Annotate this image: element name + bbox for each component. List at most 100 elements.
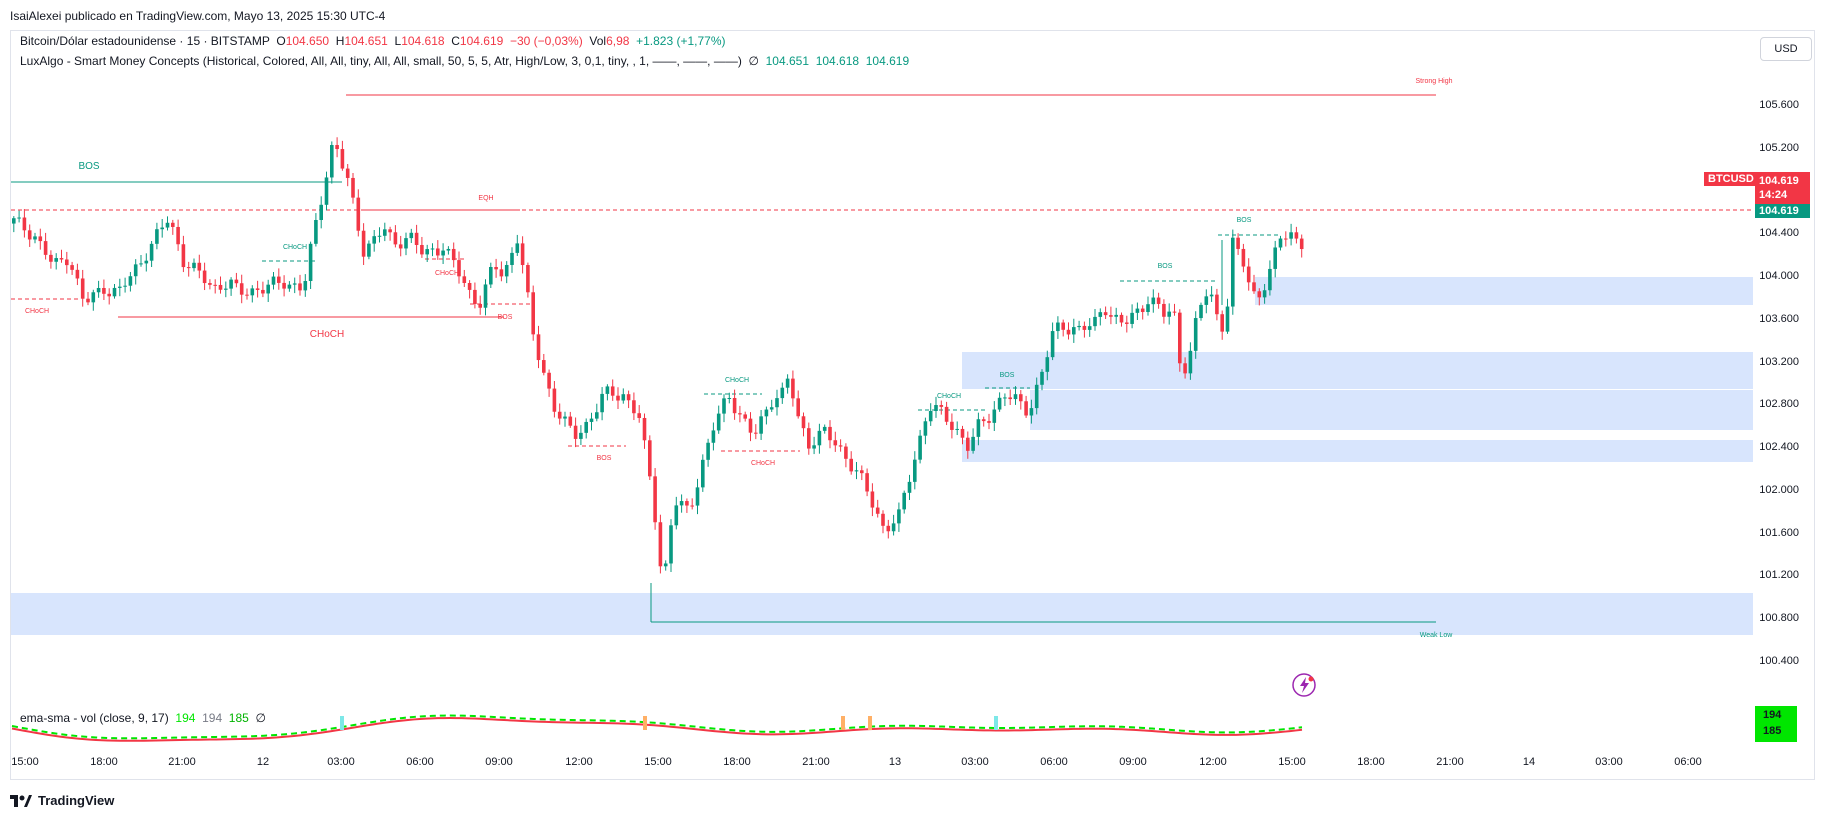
candle[interactable] — [436, 240, 440, 260]
candle[interactable] — [987, 413, 991, 430]
candle[interactable] — [881, 510, 885, 534]
candle[interactable] — [451, 242, 456, 268]
candle[interactable] — [637, 405, 641, 423]
candle[interactable] — [1183, 357, 1187, 379]
candle[interactable] — [1130, 304, 1134, 329]
candle[interactable] — [255, 280, 260, 298]
candle[interactable] — [467, 280, 472, 299]
candle[interactable] — [579, 425, 583, 446]
candle[interactable] — [860, 465, 864, 481]
candle[interactable] — [891, 514, 896, 536]
candle[interactable] — [621, 388, 626, 404]
candle[interactable] — [833, 431, 838, 452]
candle[interactable] — [1215, 288, 1219, 321]
candle[interactable] — [775, 389, 779, 416]
candle[interactable] — [446, 246, 451, 255]
candle[interactable] — [1024, 395, 1028, 418]
candle[interactable] — [1209, 286, 1214, 302]
candle[interactable] — [1268, 260, 1272, 296]
candle[interactable] — [22, 209, 27, 238]
candle[interactable] — [1061, 319, 1065, 337]
candle[interactable] — [1284, 231, 1288, 247]
candle[interactable] — [303, 274, 308, 297]
candle[interactable] — [229, 277, 233, 296]
candle[interactable] — [271, 271, 276, 290]
candle[interactable] — [12, 216, 16, 233]
candle[interactable] — [568, 411, 573, 428]
candle[interactable] — [250, 285, 255, 303]
sub-hidden-icon[interactable]: ∅ — [255, 711, 266, 725]
candle[interactable] — [1114, 307, 1118, 325]
candle[interactable] — [1225, 298, 1230, 334]
candle[interactable] — [1109, 306, 1113, 325]
candle[interactable] — [844, 443, 848, 468]
lightning-icon[interactable] — [1292, 673, 1316, 697]
candle[interactable] — [679, 494, 684, 513]
candle[interactable] — [817, 423, 822, 454]
candle[interactable] — [711, 422, 716, 451]
candle[interactable] — [589, 412, 594, 431]
candle[interactable] — [526, 262, 530, 298]
candle[interactable] — [181, 235, 186, 273]
candle[interactable] — [648, 435, 652, 480]
candle[interactable] — [791, 370, 795, 407]
candle[interactable] — [663, 560, 668, 571]
candle[interactable] — [1066, 322, 1071, 340]
candle[interactable] — [1077, 320, 1081, 331]
candle[interactable] — [144, 253, 149, 272]
candle[interactable] — [65, 251, 69, 274]
candle[interactable] — [669, 519, 673, 573]
candle[interactable] — [404, 232, 408, 256]
candle[interactable] — [430, 243, 435, 257]
candle[interactable] — [361, 223, 366, 266]
candle[interactable] — [653, 468, 657, 530]
candle[interactable] — [934, 396, 938, 418]
candle[interactable] — [441, 243, 445, 265]
candle[interactable] — [1003, 393, 1007, 407]
candle[interactable] — [913, 451, 917, 490]
candle[interactable] — [584, 418, 588, 439]
candle[interactable] — [854, 462, 859, 480]
candle[interactable] — [282, 275, 286, 297]
candle[interactable] — [605, 384, 610, 401]
candle[interactable] — [1008, 389, 1012, 405]
candle[interactable] — [738, 405, 742, 423]
candle[interactable] — [1140, 305, 1145, 320]
candle[interactable] — [292, 277, 297, 294]
candle[interactable] — [340, 140, 345, 171]
currency-button[interactable]: USD — [1760, 37, 1812, 61]
candle[interactable] — [107, 288, 111, 305]
candle[interactable] — [298, 274, 302, 296]
candle[interactable] — [208, 279, 212, 290]
candle[interactable] — [976, 412, 981, 446]
candle[interactable] — [902, 490, 906, 514]
candle[interactable] — [1082, 321, 1087, 338]
candle[interactable] — [870, 483, 875, 517]
candle[interactable] — [314, 213, 318, 247]
candle[interactable] — [133, 259, 138, 285]
candle[interactable] — [112, 284, 117, 299]
candle[interactable] — [1178, 309, 1182, 372]
candle[interactable] — [1146, 296, 1150, 316]
candle[interactable] — [573, 417, 578, 448]
candle[interactable] — [674, 496, 679, 530]
candle[interactable] — [727, 392, 732, 404]
candle[interactable] — [383, 222, 387, 242]
candle[interactable] — [557, 403, 562, 425]
candle[interactable] — [1289, 223, 1293, 246]
candle[interactable] — [123, 277, 127, 293]
candle[interactable] — [27, 224, 32, 247]
candle[interactable] — [330, 141, 334, 184]
candle[interactable] — [308, 241, 313, 290]
candle[interactable] — [616, 387, 620, 409]
candle[interactable] — [1019, 390, 1023, 410]
candle[interactable] — [118, 278, 122, 297]
candle[interactable] — [701, 454, 705, 492]
candle[interactable] — [1193, 311, 1198, 359]
candle[interactable] — [552, 380, 557, 418]
candle[interactable] — [213, 279, 217, 294]
candle[interactable] — [388, 226, 392, 241]
candle[interactable] — [1135, 302, 1140, 320]
candle[interactable] — [43, 232, 48, 260]
candle[interactable] — [918, 429, 922, 464]
